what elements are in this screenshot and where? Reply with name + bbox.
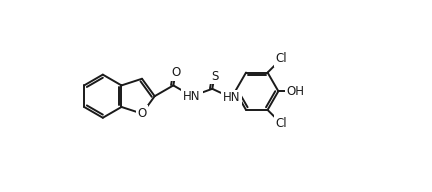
Text: Cl: Cl bbox=[276, 117, 287, 130]
Text: HN: HN bbox=[183, 90, 201, 103]
Text: O: O bbox=[171, 66, 180, 79]
Text: Cl: Cl bbox=[276, 52, 287, 65]
Text: OH: OH bbox=[286, 85, 304, 98]
Text: S: S bbox=[211, 70, 218, 83]
Text: O: O bbox=[137, 107, 146, 120]
Text: HN: HN bbox=[223, 91, 241, 104]
